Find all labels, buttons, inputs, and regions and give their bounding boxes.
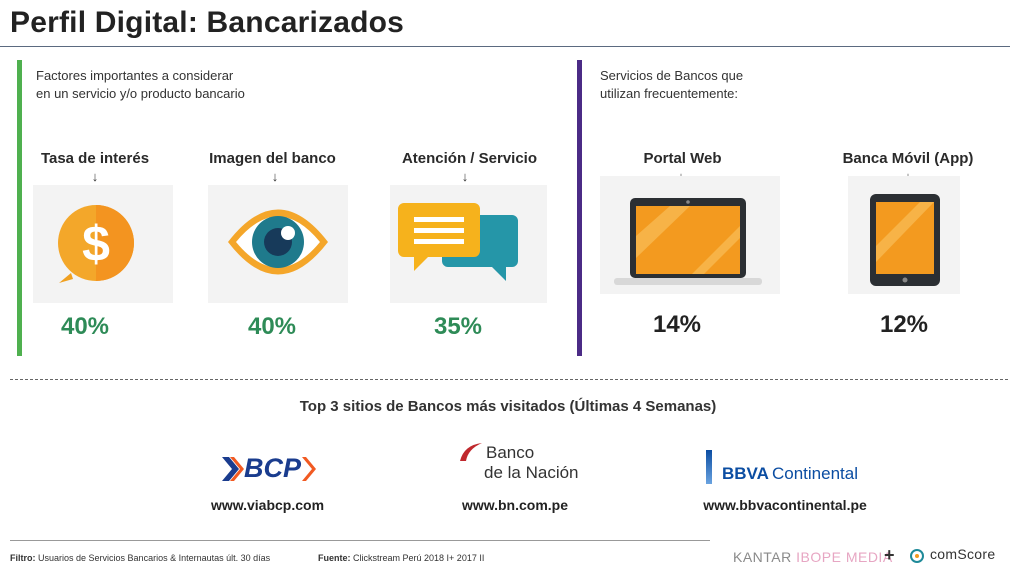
chat-bubbles-icon (398, 203, 518, 281)
tablet-icon (870, 194, 940, 286)
bcp-logo: BCP (220, 453, 320, 485)
top-sites-title: Top 3 sitios de Bancos más visitados (Úl… (299, 398, 717, 415)
service-title-web: Portal Web (643, 150, 722, 167)
plus-sign: + (884, 545, 895, 565)
source-label: Fuente: (318, 553, 351, 563)
title-divider (0, 46, 1010, 47)
service-title-app: Banca Móvil (App) (842, 150, 974, 167)
arrow-down-icon: ↓ (461, 169, 469, 184)
ibope-text: IBOPE MEDIA (796, 549, 893, 565)
factor-title-service: Atención / Servicio (401, 150, 538, 167)
bank-url-bbva[interactable]: www.bbvacontinental.pe (703, 497, 867, 513)
icon-panel-web (600, 176, 780, 294)
service-percent-web: 14% (652, 311, 702, 338)
comscore-swirl-icon (910, 549, 924, 563)
filter-label: Filtro: (10, 553, 36, 563)
service-percent-app: 12% (879, 311, 929, 338)
services-intro: Servicios de Bancos que utilizan frecuen… (600, 68, 744, 101)
factor-title-image: Imagen del banco (209, 150, 336, 167)
footer-filter: Filtro: Usuarios de Servicios Bancarios … (10, 553, 270, 563)
icon-panel-image (208, 185, 348, 303)
filter-text: Usuarios de Servicios Bancarios & Intern… (38, 553, 271, 563)
arrow-down-icon: ↓ (91, 169, 99, 184)
bbva-logo-light: Continental (772, 464, 859, 483)
kantar-logo: KANTAR IBOPE MEDIA (733, 549, 893, 565)
comscore-logo: comScore (930, 546, 996, 562)
factors-intro: Factores importantes a considerar en un … (36, 68, 245, 101)
bbva-bar-icon (706, 450, 712, 484)
bank-url-bn[interactable]: www.bn.com.pe (461, 497, 569, 513)
bcp-chevron-icon (222, 457, 244, 481)
icon-panel-app (848, 176, 960, 294)
eye-icon (228, 209, 328, 275)
bn-emblem-icon (460, 443, 482, 461)
source-text: Clickstream Perú 2018 I+ 2017 II (353, 553, 485, 563)
bank-url-bcp[interactable]: www.viabcp.com (210, 497, 325, 513)
right-accent-bar (577, 60, 582, 356)
arrow-down-icon: ↓ (271, 169, 279, 184)
factor-title-interest: Tasa de interés (40, 150, 150, 167)
footer-source: Fuente: Clickstream Perú 2018 I+ 2017 II (318, 553, 484, 563)
bn-logo-line2: de la Nación (484, 463, 579, 482)
bbva-logo-bold: BBVA (722, 464, 769, 483)
svg-text:$: $ (82, 216, 110, 272)
bn-logo-line1: Banco (486, 443, 535, 462)
bcp-chevron-icon (302, 457, 316, 481)
icon-panel-service (390, 185, 547, 303)
icon-panel-interest: $ (33, 185, 173, 303)
footer-rule (10, 540, 710, 541)
kantar-text: KANTAR (733, 549, 792, 565)
bbva-logo: BBVA Continental (706, 450, 859, 486)
factor-percent-interest: 40% (60, 313, 110, 340)
section-divider (10, 379, 1008, 380)
bcp-logo-text: BCP (244, 453, 302, 483)
dollar-speech-icon: $ (58, 205, 134, 283)
factor-percent-service: 35% (433, 313, 483, 340)
banco-nacion-logo: Banco de la Nación (458, 441, 579, 487)
left-accent-bar (17, 60, 22, 356)
laptop-icon (614, 198, 762, 285)
page-title: Perfil Digital: Bancarizados (10, 6, 405, 39)
factor-percent-image: 40% (247, 313, 297, 340)
